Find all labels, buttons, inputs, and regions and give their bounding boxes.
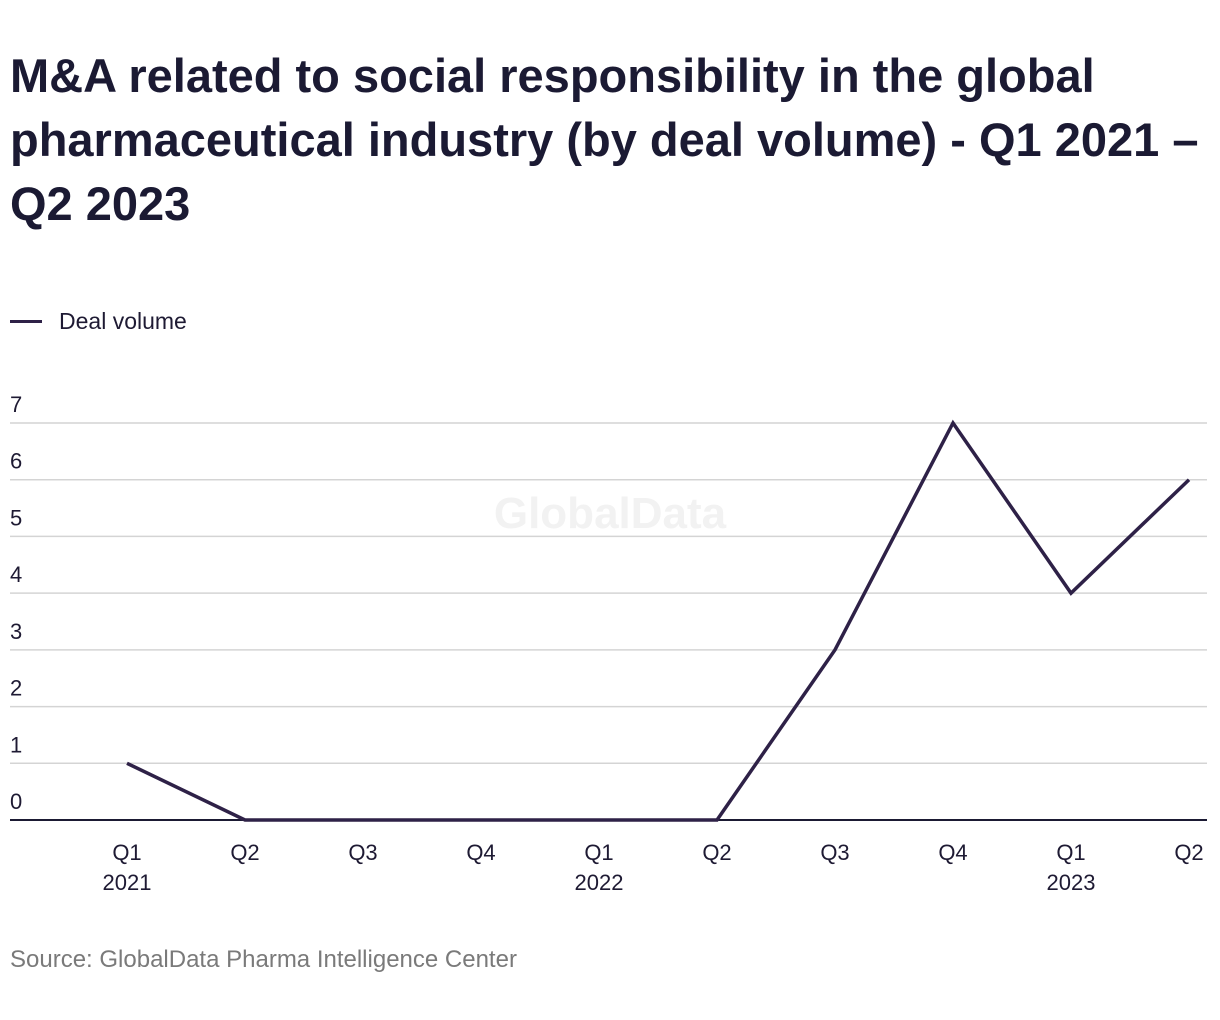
x-tick-year-label: 2023 <box>1047 870 1096 895</box>
x-tick-year-label: 2022 <box>575 870 624 895</box>
y-tick-label: 3 <box>10 619 22 644</box>
watermark: GlobalData <box>494 489 727 538</box>
x-tick-label: Q4 <box>938 840 967 865</box>
legend-swatch <box>10 319 42 323</box>
x-tick-year-label: 2021 <box>103 870 152 895</box>
y-tick-label: 0 <box>10 789 22 814</box>
y-tick-label: 5 <box>10 505 22 530</box>
x-tick-label: Q2 <box>230 840 259 865</box>
line-chart: GlobalData 0 1 2 3 4 5 6 7 Q1 2021 Q2 Q3 Q4 Q1 2022 Q2 Q3… <box>10 392 1207 895</box>
chart-title: M&A related to social responsibility in … <box>10 49 1199 230</box>
y-tick-label: 2 <box>10 676 22 701</box>
legend-label: Deal volume <box>59 307 187 334</box>
legend: Deal volume <box>10 306 187 336</box>
x-tick-label: Q3 <box>348 840 377 865</box>
x-tick-label: Q2 <box>1174 840 1203 865</box>
x-tick-label: Q3 <box>820 840 849 865</box>
x-tick-label: Q4 <box>466 840 495 865</box>
x-tick-label: Q1 <box>112 840 141 865</box>
x-tick-label: Q1 <box>1056 840 1085 865</box>
y-tick-label: 7 <box>10 392 22 417</box>
x-tick-label: Q1 <box>584 840 613 865</box>
series-line-deal-volume <box>126 419 1191 822</box>
y-tick-label: 4 <box>10 562 22 587</box>
y-tick-label: 6 <box>10 449 22 474</box>
source-note: Source: GlobalData Pharma Intelligence C… <box>10 946 517 973</box>
x-tick-label: Q2 <box>702 840 731 865</box>
y-tick-label: 1 <box>10 732 22 757</box>
